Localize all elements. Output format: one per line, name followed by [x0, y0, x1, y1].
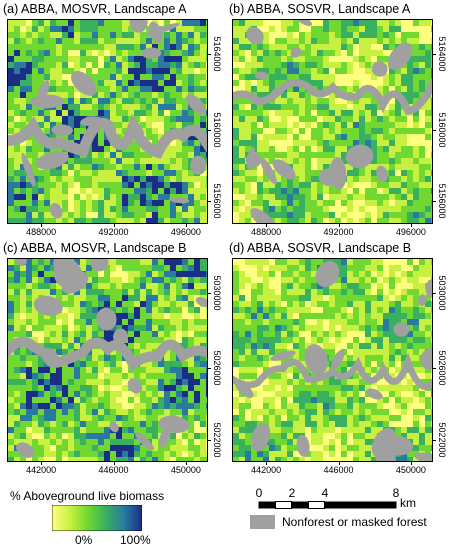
- scale-label-2: 2: [288, 486, 296, 500]
- panel-title: (a) ABBA, MOSVR, Landscape A: [3, 2, 187, 16]
- y-tick-label: 5160000: [212, 112, 222, 148]
- y-tick-mark: [433, 129, 436, 131]
- x-tick-label: 488000: [26, 227, 57, 237]
- panel-title: (b) ABBA, SOSVR, Landscape A: [229, 2, 411, 16]
- map-frame: [232, 258, 433, 462]
- map-raster: [8, 20, 207, 223]
- scale-bar-graphic: [258, 501, 397, 509]
- legend-min-label: 0%: [75, 533, 93, 547]
- panel-title: (c) ABBA, MOSVR, Landscape B: [3, 241, 187, 255]
- scale-label-8: 8: [392, 486, 400, 500]
- y-tick-mark: [433, 368, 436, 370]
- x-tick-mark: [266, 224, 268, 227]
- x-tick-mark: [185, 462, 187, 465]
- y-tick-label: 5160000: [437, 112, 447, 148]
- scale-label-0: 0: [255, 486, 263, 500]
- nonforest-mask: [8, 259, 207, 458]
- nonforest-mask: [233, 261, 432, 461]
- x-tick-mark: [266, 462, 268, 465]
- map-frame: [7, 19, 208, 224]
- x-tick-mark: [185, 224, 187, 227]
- x-tick-mark: [410, 224, 412, 227]
- y-tick-mark: [433, 201, 436, 203]
- y-tick-label: 5164000: [437, 36, 447, 72]
- x-tick-label: 496000: [395, 227, 426, 237]
- map-raster: [233, 20, 432, 223]
- x-tick-label: 442000: [26, 465, 57, 475]
- map-frame: [232, 19, 433, 224]
- y-tick-mark: [433, 439, 436, 441]
- scale-unit: km: [400, 496, 416, 510]
- map-raster: [8, 259, 207, 461]
- map-raster: [233, 259, 432, 461]
- y-tick-mark: [208, 201, 211, 203]
- nonforest-mask: [8, 20, 207, 219]
- y-tick-mark: [208, 368, 211, 370]
- x-tick-label: 442000: [251, 465, 282, 475]
- x-tick-label: 488000: [251, 227, 282, 237]
- legend-max-label: 100%: [120, 533, 151, 547]
- x-tick-label: 492000: [323, 227, 354, 237]
- x-tick-mark: [113, 462, 115, 465]
- legend-color-ramp: [52, 505, 142, 531]
- x-tick-mark: [41, 224, 43, 227]
- x-tick-label: 496000: [170, 227, 201, 237]
- y-tick-label: 5026000: [437, 350, 447, 386]
- y-tick-mark: [208, 53, 211, 55]
- y-tick-label: 5156000: [212, 183, 222, 219]
- legend-title: % Aboveground live biomass: [10, 489, 165, 503]
- x-tick-label: 450000: [170, 465, 201, 475]
- y-tick-label: 5030000: [212, 275, 222, 311]
- panel-title: (d) ABBA, SOSVR, Landscape B: [229, 241, 412, 255]
- x-tick-label: 446000: [323, 465, 354, 475]
- x-tick-label: 492000: [98, 227, 129, 237]
- y-tick-mark: [433, 53, 436, 55]
- x-tick-mark: [113, 224, 115, 227]
- x-tick-mark: [41, 462, 43, 465]
- y-tick-mark: [208, 439, 211, 441]
- y-tick-label: 5022000: [437, 422, 447, 458]
- x-tick-mark: [410, 462, 412, 465]
- mask-swatch: [250, 515, 275, 529]
- y-tick-mark: [208, 292, 211, 294]
- map-frame: [7, 258, 208, 462]
- y-tick-label: 5164000: [212, 36, 222, 72]
- biomass-raster: [8, 259, 207, 461]
- y-tick-mark: [208, 129, 211, 131]
- mask-label: Nonforest or masked forest: [282, 515, 427, 529]
- y-tick-label: 5026000: [212, 350, 222, 386]
- y-tick-label: 5156000: [437, 183, 447, 219]
- x-tick-label: 450000: [395, 465, 426, 475]
- y-tick-label: 5022000: [212, 422, 222, 458]
- x-tick-mark: [338, 224, 340, 227]
- x-tick-mark: [338, 462, 340, 465]
- y-tick-mark: [433, 292, 436, 294]
- y-tick-label: 5030000: [437, 275, 447, 311]
- nonforest-mask: [233, 20, 432, 223]
- x-tick-label: 446000: [98, 465, 129, 475]
- scale-label-4: 4: [321, 486, 329, 500]
